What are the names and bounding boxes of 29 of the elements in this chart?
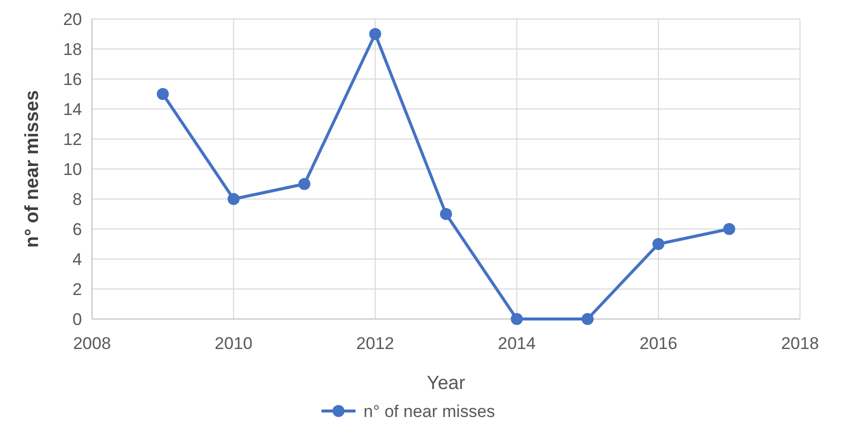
point (652, 238, 664, 250)
x-tick-label: 2018 (781, 334, 819, 353)
point (369, 28, 382, 40)
legend-label: n° of near misses (364, 402, 496, 421)
x-axis-title: Year (426, 373, 466, 394)
point (298, 178, 310, 190)
point (510, 313, 523, 325)
y-tick-label: 10 (63, 160, 82, 179)
y-tick-label: 14 (63, 100, 82, 119)
y-tick-label: 2 (72, 280, 82, 299)
y-tick-label: 20 (63, 10, 82, 29)
y-tick-label: 6 (72, 220, 82, 239)
y-tick-label: 16 (63, 70, 82, 89)
point (440, 208, 452, 220)
x-tick-label: 2016 (639, 334, 678, 353)
y-tick-label: 12 (63, 130, 82, 149)
y-tick-label: 18 (63, 40, 82, 59)
x-tick-label: 2008 (73, 334, 111, 353)
x-tick-label: 2012 (356, 334, 394, 353)
y-tick-label: 4 (72, 250, 82, 269)
y-tick-label: 8 (72, 190, 82, 209)
point (228, 193, 240, 205)
point (723, 223, 736, 235)
x-tick-label: 2014 (498, 334, 536, 353)
point (582, 313, 594, 325)
x-tick-label: 2010 (214, 334, 253, 353)
y-axis-title: n° of near misses (22, 90, 43, 248)
point (156, 88, 169, 100)
y-tick-label: 0 (72, 310, 82, 329)
